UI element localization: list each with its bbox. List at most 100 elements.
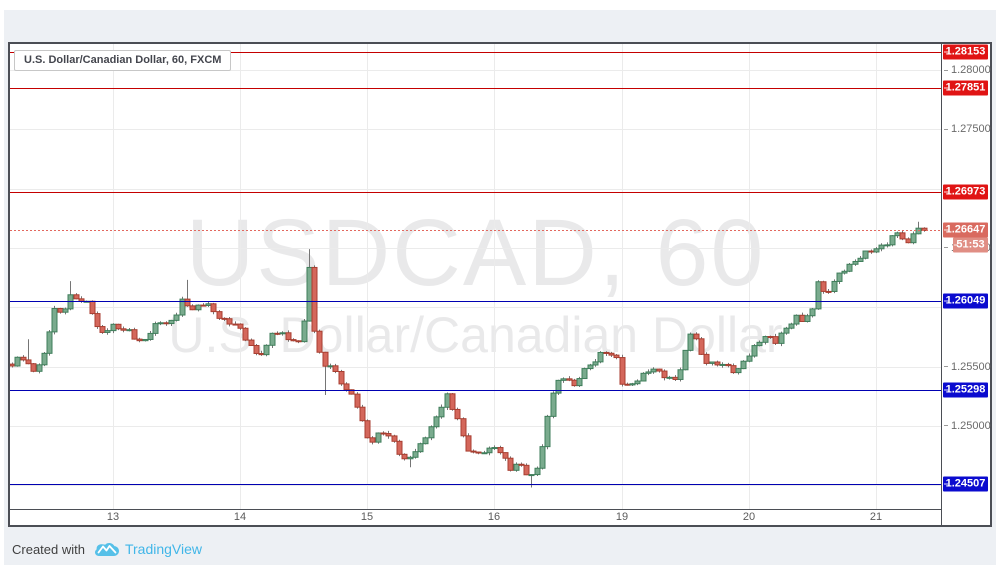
candle-up	[550, 392, 557, 417]
level-price-label: 1.24507	[943, 476, 988, 492]
candle-up	[306, 266, 313, 322]
candle-down	[385, 433, 392, 437]
time-axis[interactable]: 13 14 15 16 19 20 21	[10, 510, 941, 525]
candle-up	[762, 336, 769, 343]
candle-up	[62, 308, 69, 313]
candle-down	[221, 317, 228, 320]
candle-up	[581, 368, 588, 380]
candle-down	[703, 353, 710, 364]
candle-up	[173, 314, 180, 321]
created-with-text: Created with	[12, 541, 85, 557]
candle-down	[248, 339, 255, 346]
chart-panel: USDCAD, 60 U.S. Dollar/Canadian Dollar U…	[8, 42, 992, 527]
price-tick-label: 1.27500	[944, 123, 991, 135]
chart-plot-area[interactable]: USDCAD, 60 U.S. Dollar/Canadian Dollar U…	[10, 44, 941, 509]
time-tick-label: 19	[615, 511, 629, 523]
candle-up	[878, 244, 885, 250]
candle-up	[677, 369, 684, 380]
candle-down	[57, 308, 64, 313]
candle-down	[661, 370, 668, 379]
candle-up	[481, 452, 488, 455]
candle-down	[369, 437, 376, 443]
candle-down	[115, 323, 122, 330]
price-tick-label: 1.28000	[944, 64, 991, 76]
candle-down	[73, 294, 80, 300]
candle-up	[438, 406, 445, 418]
tradingview-brand-text: TradingView	[124, 541, 203, 557]
candle-down	[232, 323, 239, 326]
candle-down	[30, 363, 37, 372]
candle-down	[348, 389, 355, 395]
candle-down	[242, 327, 249, 341]
candle-up	[433, 416, 440, 428]
candle-up	[735, 368, 742, 374]
candle-down	[507, 457, 514, 471]
candlestick-canvas[interactable]	[10, 44, 941, 509]
candle-down	[163, 322, 170, 325]
candle-down	[237, 323, 244, 329]
candle-up	[51, 308, 58, 333]
candle-up	[783, 327, 790, 334]
candle-up	[560, 378, 567, 381]
candle-down	[714, 361, 721, 366]
candle-down	[25, 359, 32, 365]
candle-up	[36, 364, 43, 372]
candle-down	[475, 451, 482, 454]
candle-down	[820, 281, 827, 292]
candle-down	[189, 305, 196, 311]
tradingview-link[interactable]: TradingView	[94, 541, 203, 558]
candle-down	[613, 354, 620, 359]
candle-up	[428, 426, 435, 439]
candle-up	[41, 352, 48, 366]
candle-down	[656, 368, 663, 372]
candle-down	[449, 393, 456, 410]
candle-down	[131, 329, 138, 340]
candle-down	[502, 452, 509, 459]
candle-down	[253, 344, 260, 354]
candle-down	[200, 304, 207, 307]
candle-down	[921, 227, 928, 231]
candle-down	[274, 332, 281, 335]
candle-down	[136, 338, 143, 342]
candle-down	[295, 340, 302, 343]
candle-down	[316, 330, 323, 353]
candle-up	[544, 415, 551, 448]
candle-up	[195, 304, 202, 311]
candle-down	[470, 450, 477, 453]
candle-up	[862, 250, 869, 259]
candle-down	[825, 290, 832, 293]
time-tick-label: 13	[106, 511, 120, 523]
candle-down	[359, 406, 366, 422]
candle-up	[279, 332, 286, 335]
candle-down	[460, 418, 467, 437]
candle-down	[120, 328, 127, 331]
candle-up	[205, 303, 212, 306]
candle-down	[571, 379, 578, 387]
candle-down	[311, 266, 318, 332]
candle-up	[592, 361, 599, 366]
time-tick-label: 16	[487, 511, 501, 523]
candle-up	[513, 463, 520, 471]
price-axis[interactable]: 1.280001.275001.265001.255001.250001.281…	[942, 44, 991, 525]
candle-down	[354, 393, 361, 408]
symbol-legend[interactable]: U.S. Dollar/Canadian Dollar, 60, FXCM	[14, 50, 232, 71]
candle-up	[327, 365, 334, 368]
level-price-label: 1.28153	[943, 44, 988, 60]
candle-up	[740, 360, 747, 370]
time-tick-label: 21	[869, 511, 883, 523]
candle-down	[99, 326, 106, 333]
candle-up	[645, 371, 652, 374]
candle-down	[767, 336, 774, 339]
candle-up	[809, 308, 816, 317]
candle-up	[666, 376, 673, 379]
candle-up	[894, 232, 901, 237]
candle-up	[788, 323, 795, 329]
candle-down	[89, 300, 96, 315]
candle-up	[873, 248, 880, 253]
level-price-label: 1.25298	[943, 382, 988, 398]
candle-up	[804, 315, 811, 322]
candle-up	[555, 379, 562, 394]
candle-down	[624, 383, 631, 386]
candle-down	[518, 463, 525, 466]
